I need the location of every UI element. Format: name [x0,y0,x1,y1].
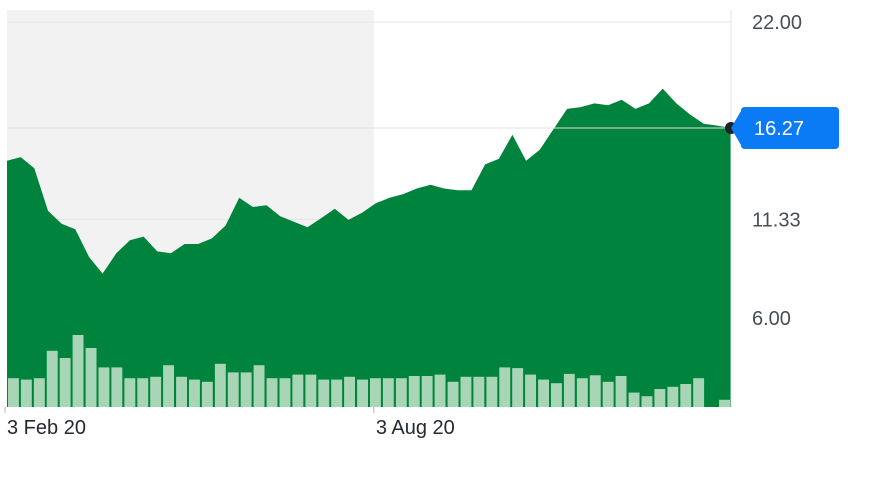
volume-bar [240,372,252,407]
volume-bar [279,378,291,407]
volume-bar [33,378,45,407]
volume-bar [318,379,330,407]
volume-bar [20,379,32,407]
y-axis: 22.00 11.33 6.00 [752,12,802,330]
volume-bar [253,365,265,407]
volume-bar [719,399,730,407]
volume-bar [59,358,71,407]
volume-bar [395,378,407,407]
volume-bar [421,376,433,407]
volume-bar [111,367,123,407]
current-price-label: 16.27 [754,118,804,140]
volume-bar [305,374,317,407]
volume-bar [576,378,588,407]
volume-bar [357,379,368,407]
volume-bar [98,367,110,407]
volume-bar [628,392,640,407]
volume-bar [434,374,446,407]
y-tick-label: 22.00 [752,12,802,34]
volume-bar [486,376,498,407]
volume-bar [176,376,187,407]
x-tick-label: 3 Aug 20 [376,417,455,439]
volume-bar [693,378,705,407]
volume-bar [525,374,536,407]
volume-bars [8,335,730,407]
volume-bar [163,365,174,407]
volume-bar [214,363,226,407]
volume-bar [266,378,278,407]
volume-bar [615,376,627,407]
volume-bar [72,335,84,407]
volume-bar [124,378,136,407]
volume-bar [551,383,562,407]
volume-bar [447,381,459,407]
volume-bar [654,389,666,407]
volume-bar [46,350,58,407]
y-tick-label: 6.00 [752,308,791,330]
volume-bar [460,376,472,407]
volume-bar [602,381,614,407]
volume-bar [512,368,524,407]
price-area [7,88,731,407]
volume-bar [137,378,149,407]
volume-bar [8,378,19,407]
volume-bar [641,396,653,407]
x-tick-label: 3 Feb 20 [7,417,86,439]
volume-bar [408,376,420,407]
x-axis: 3 Feb 20 3 Aug 20 [4,407,455,439]
volume-bar [85,348,97,407]
volume-bar [499,367,511,407]
volume-bar [150,376,162,407]
volume-bar [589,375,601,407]
volume-bar [370,378,381,407]
volume-bar [680,384,692,407]
volume-bar [473,376,485,407]
volume-bar [382,378,394,407]
volume-bar [292,374,304,407]
volume-bar [538,379,549,407]
volume-bar [563,373,575,407]
volume-bar [201,381,213,407]
volume-bar [227,372,239,407]
current-price-badge[interactable]: 16.27 [731,107,839,150]
price-badge-shape [731,107,839,150]
volume-bar [189,379,200,407]
volume-bar [667,386,679,407]
volume-bar [344,376,355,407]
volume-bar [331,379,343,407]
y-tick-label: 11.33 [752,209,801,231]
